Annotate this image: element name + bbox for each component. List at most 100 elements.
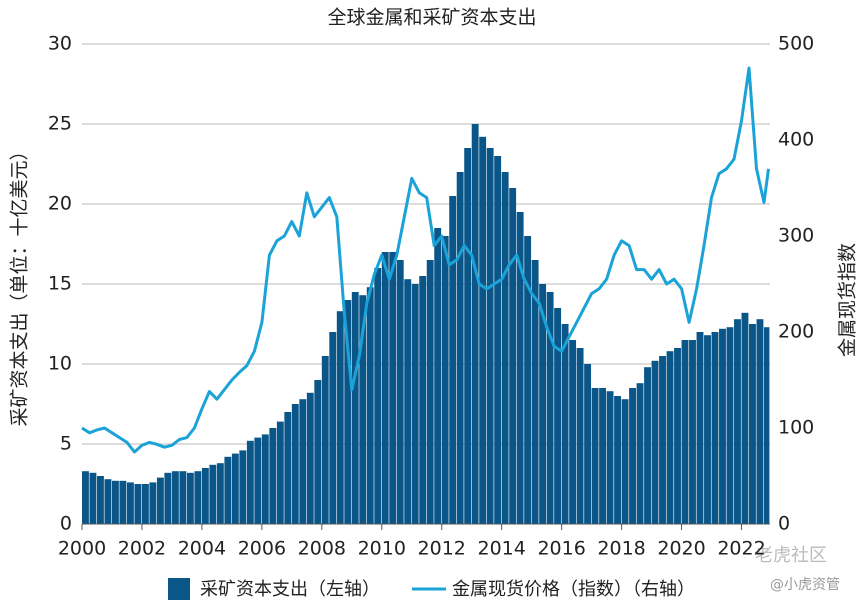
bar xyxy=(674,348,681,524)
x-tick-label: 2014 xyxy=(478,538,526,560)
y2-tick-label: 200 xyxy=(778,321,814,343)
bar xyxy=(741,312,749,524)
bar xyxy=(96,476,104,524)
bar xyxy=(704,335,711,524)
bar xyxy=(216,463,224,524)
legend-label: 金属现货价格（指数）（右轴） xyxy=(452,579,695,600)
bar xyxy=(644,367,651,524)
bar xyxy=(591,388,599,524)
bar xyxy=(614,396,622,524)
bar xyxy=(464,148,472,524)
bar xyxy=(666,351,674,524)
bar xyxy=(516,212,524,524)
x-tick-label: 2006 xyxy=(238,538,286,560)
watermark: @小虎资管 xyxy=(770,577,840,593)
bar xyxy=(659,356,666,524)
bar xyxy=(329,332,337,524)
bar xyxy=(696,332,704,524)
bar xyxy=(479,136,487,525)
bar xyxy=(441,236,449,524)
bar xyxy=(509,188,517,524)
bar xyxy=(494,156,502,524)
y-axis-label: 采矿资本支出（单位：十亿美元） xyxy=(9,141,31,426)
bar xyxy=(561,324,569,524)
bar xyxy=(344,300,352,524)
bar xyxy=(261,434,269,524)
bar xyxy=(194,471,202,524)
bar xyxy=(554,308,562,524)
y-tick-label: 10 xyxy=(48,353,72,375)
bar xyxy=(149,482,157,524)
bar xyxy=(179,471,187,524)
bar xyxy=(209,464,217,524)
bar xyxy=(599,388,607,524)
y-tick-label: 20 xyxy=(48,193,72,215)
bar xyxy=(201,468,209,524)
bar xyxy=(606,391,614,524)
bar xyxy=(119,480,127,524)
bar xyxy=(576,348,584,524)
bar xyxy=(486,148,494,524)
bar xyxy=(501,172,509,524)
legend-label: 采矿资本支出（左轴） xyxy=(200,579,380,600)
bar xyxy=(426,260,434,524)
bar xyxy=(134,484,142,524)
x-tick-label: 2002 xyxy=(118,538,166,560)
bar xyxy=(584,364,592,524)
bar xyxy=(381,252,389,524)
x-tick-label: 2018 xyxy=(597,538,645,560)
y2-tick-label: 100 xyxy=(778,417,814,439)
bar xyxy=(471,124,479,524)
bar xyxy=(141,484,149,524)
bar xyxy=(734,319,741,524)
bar xyxy=(299,399,307,524)
bar xyxy=(351,292,359,524)
bar xyxy=(239,450,247,524)
x-tick-label: 2008 xyxy=(298,538,346,560)
bar xyxy=(621,399,629,524)
bar xyxy=(269,428,277,524)
x-tick-label: 2012 xyxy=(418,538,466,560)
bar xyxy=(456,172,464,524)
bar xyxy=(411,284,419,524)
bar xyxy=(404,279,412,524)
bar xyxy=(524,236,532,524)
bar xyxy=(306,392,314,524)
bar xyxy=(711,332,719,524)
y2-axis-label: 金属现货指数 xyxy=(837,243,859,357)
x-tick-label: 2004 xyxy=(178,538,226,560)
bar xyxy=(651,360,659,524)
y-tick-label: 5 xyxy=(60,433,72,455)
bar xyxy=(636,383,644,524)
y2-tick-label: 500 xyxy=(778,33,814,55)
bar xyxy=(396,260,404,524)
bar xyxy=(449,196,457,524)
bar xyxy=(389,252,397,524)
bar xyxy=(246,440,254,524)
bar xyxy=(374,268,382,524)
bar xyxy=(764,327,770,524)
watermark: 老虎社区 xyxy=(755,545,827,566)
bar xyxy=(366,287,374,524)
bar xyxy=(171,471,179,524)
bar xyxy=(756,319,764,524)
bar xyxy=(531,260,539,524)
bar xyxy=(629,388,636,524)
y-tick-label: 15 xyxy=(48,273,72,295)
bar xyxy=(164,472,172,524)
y2-tick-label: 400 xyxy=(778,129,814,151)
x-tick-label: 2000 xyxy=(58,538,106,560)
bar xyxy=(689,340,696,524)
x-tick-label: 2016 xyxy=(537,538,585,560)
bar xyxy=(726,327,734,524)
bar xyxy=(546,292,554,524)
bar xyxy=(419,276,427,524)
bar xyxy=(539,284,547,524)
y-tick-label: 25 xyxy=(48,113,72,135)
bar xyxy=(291,404,299,524)
x-tick-label: 2020 xyxy=(657,538,705,560)
bar xyxy=(104,479,112,524)
bar xyxy=(224,456,232,524)
bar xyxy=(434,228,442,524)
